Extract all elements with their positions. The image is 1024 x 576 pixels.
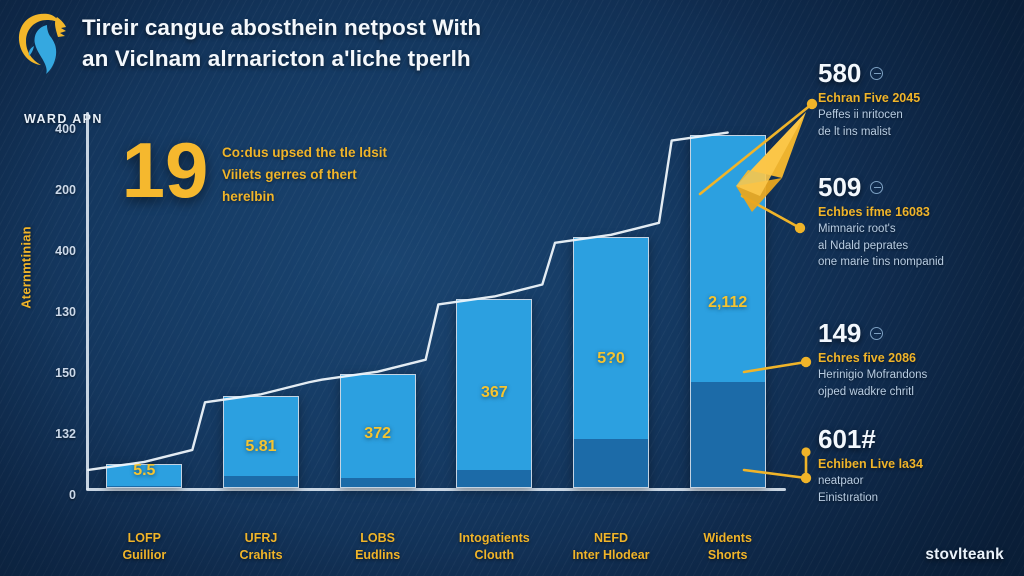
annotation-body: Mimnaric root's al Ndald peprates one mari… xyxy=(818,221,1024,271)
bar-lower-segment xyxy=(340,477,415,487)
bar-value-label: 372 xyxy=(364,425,391,443)
header: Tireir cangue abosthein netpost With an … xyxy=(0,0,1024,92)
annotation-item[interactable]: 601# Echiben Live la34 neatpaor Einistırati… xyxy=(818,424,1024,506)
x-axis-line xyxy=(86,488,786,491)
annotation-item[interactable]: 509 Echbes ifme 16083 Mimnaric root's al Nd… xyxy=(818,172,1024,271)
annotation-header: 601# xyxy=(818,424,1024,454)
y-tick-label: 132 xyxy=(55,427,76,441)
annotation-body-line: al Ndald peprates xyxy=(818,239,909,252)
y-axis-line xyxy=(86,112,89,490)
annotation-subtitle: Echiben Live la34 xyxy=(818,457,923,471)
annotation-body-line: neatpaor xyxy=(818,475,864,487)
bar-value-label: 5.5 xyxy=(133,462,156,479)
bar-upper-segment xyxy=(574,237,648,441)
annotation-body-line: de lt ins malist xyxy=(818,125,891,138)
bar-lower-segment xyxy=(457,470,532,487)
info-badge-icon xyxy=(870,326,884,340)
annotation-number: 601# xyxy=(818,424,876,454)
bar-lower-segment xyxy=(224,476,298,487)
x-axis-label: LOFP Guillior xyxy=(122,531,167,562)
y-tick-label: 0 xyxy=(69,488,76,502)
title-line-1: Tireir cangue abosthein netpost With xyxy=(82,15,482,40)
annotation-subtitle: Echbes ifme 16083 xyxy=(818,205,930,219)
bar-value-label: 2,112 xyxy=(708,293,748,311)
annotation-body: neatpaor Einistıration xyxy=(818,473,1024,506)
annotation-subtitle: Echres five 2086 xyxy=(818,351,916,365)
y-tick-label: 400 xyxy=(55,244,76,258)
annotation-item[interactable]: 149 Echres five 2086 Herinigio Mofrandons o… xyxy=(818,318,1024,400)
y-axis-ticks: 400 200 400 130 150 132 0 xyxy=(14,92,76,502)
annotation-header: 580 xyxy=(818,58,1024,88)
bar-lower-segment xyxy=(107,485,182,487)
annotation-number: 509 xyxy=(818,172,862,202)
annotation-body-line: one marie tins nompanid xyxy=(818,256,944,268)
bar-value-label: 5.81 xyxy=(245,437,277,455)
x-axis-label: NEFD Inter Hlodear xyxy=(572,531,650,562)
annotation-body-line: Einistıration xyxy=(818,491,879,504)
annotation-subtitle: Echran Five 2045 xyxy=(818,91,921,105)
annotation-body-line: Peffes ii nritocen xyxy=(818,109,903,121)
y-axis-title: Aternmtinian xyxy=(18,226,34,309)
x-axis-label: UFRJ Crahits xyxy=(239,531,283,562)
vietnam-swoosh-logo-icon xyxy=(14,8,76,74)
annotation-body: Peffes ii nritocen de lt ins malist xyxy=(818,107,1024,140)
bar-upper-segment xyxy=(690,135,765,384)
x-axis-label: Widents Shorts xyxy=(703,531,752,562)
bar-lower-segment xyxy=(690,381,765,487)
y-tick-label: 200 xyxy=(55,183,76,197)
page-title: Tireir cangue abosthein netpost With an … xyxy=(82,12,552,74)
info-badge-icon xyxy=(870,180,884,194)
bar-value-label: 5?0 xyxy=(597,349,625,367)
y-tick-label: 130 xyxy=(55,305,76,319)
axis-unit-label: WARD APN xyxy=(24,112,103,126)
x-axis-label: LOBS Eudlins xyxy=(355,531,401,562)
kpi-note: Co:dus upsed the tle ldsit Viilets gerre… xyxy=(222,145,388,204)
annotation-body-line: Herinigio Mofrandons xyxy=(818,369,928,381)
annotation-header: 149 xyxy=(818,318,1024,348)
y-tick-label: 150 xyxy=(55,366,76,380)
brand-footer: stovlteank xyxy=(925,546,1004,563)
y-tick-label: 400 xyxy=(55,122,76,136)
bar-lower-segment xyxy=(574,438,648,487)
x-axis-label: Intogatients Clouth xyxy=(458,531,530,562)
annotation-panel: 580 Echran Five 2045 Peffes ii nritocen de … xyxy=(800,0,1024,576)
annotation-number: 580 xyxy=(818,58,862,88)
info-badge-icon xyxy=(870,66,884,80)
annotation-header: 509 xyxy=(818,172,1024,202)
annotation-number: 149 xyxy=(818,318,862,348)
annotation-item[interactable]: 580 Echran Five 2045 Peffes ii nritocen de … xyxy=(818,58,1024,140)
kpi-number: 19 xyxy=(121,126,209,214)
annotation-body-line: Mimnaric root's xyxy=(818,223,896,235)
annotation-body: Herinigio Mofrandons ojped wadkre chritl xyxy=(818,367,1024,400)
title-line-2: an Viclnam alrnaricton a'liche tperlh xyxy=(82,46,471,71)
annotation-body-line: ojped wadkre chritl xyxy=(818,385,914,398)
bar-value-label: 367 xyxy=(480,383,508,401)
